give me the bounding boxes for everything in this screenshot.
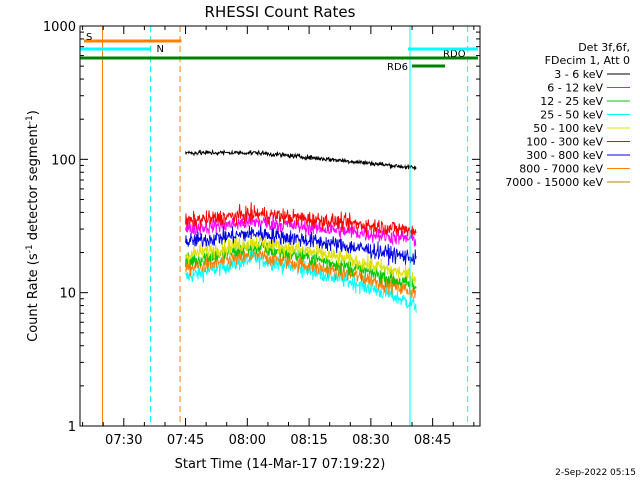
flag-label: N [157, 44, 164, 55]
plot-frame [79, 25, 481, 427]
legend-label: 50 - 100 keV [533, 122, 603, 135]
series-line [185, 236, 417, 287]
legend-label: 800 - 7000 keV [519, 163, 603, 176]
legend-label: 6 - 12 keV [547, 82, 603, 95]
legend-label: 100 - 300 keV [526, 136, 603, 149]
x-tick-label: 08:30 [352, 433, 389, 448]
flag-label: RDO [443, 49, 466, 60]
y-axis-label-sup1: -1 [25, 244, 35, 253]
axes: 07:30 07:45 08:00 08:15 08:30 08:45 1 10 100 1000 [43, 20, 480, 448]
flag-label: RD6 [387, 62, 408, 73]
series-line [185, 251, 417, 313]
y-tick-label: 100 [51, 153, 76, 168]
series-line [185, 148, 417, 171]
x-tick-label: 07:45 [167, 433, 204, 448]
y-axis-label: Count Rate (s-1 detector segment-1) [25, 110, 41, 342]
y-tick-label: 1000 [43, 20, 76, 35]
trace-layer [185, 148, 417, 313]
y-axis-label-end: ) [26, 110, 41, 115]
legend-header-line-1: Det 3f,6f, [578, 41, 630, 54]
marker-layer: S N RDO RD6 [79, 26, 478, 426]
x-tick-label: 07:30 [105, 433, 142, 448]
legend-header-line-2: FDecim 1, Att 0 [545, 54, 630, 67]
y-axis-label-main: Count Rate (s [26, 253, 41, 342]
legend-label: 25 - 50 keV [540, 109, 603, 122]
legend-label: 300 - 800 keV [526, 149, 603, 162]
series-line [185, 225, 417, 266]
legend-label: 7000 - 15000 keV [505, 176, 603, 189]
x-tick-label: 08:15 [290, 433, 327, 448]
y-tick-label: 1 [68, 420, 76, 435]
chart-title: RHESSI Count Rates [205, 3, 356, 21]
y-tick-label: 10 [59, 287, 76, 302]
x-axis-label: Start Time (14-Mar-17 07:19:22) [175, 457, 386, 472]
y-axis-label-sup2: -1 [25, 115, 35, 124]
x-tick-label: 08:00 [229, 433, 266, 448]
y-axis-label-mid: detector segment [26, 124, 41, 244]
legend-label: 3 - 6 keV [554, 68, 603, 81]
legend-label: 12 - 25 keV [540, 95, 603, 108]
x-tick-label: 08:45 [414, 433, 451, 448]
footer-timestamp: 2-Sep-2022 05:15 [555, 468, 636, 478]
series-line [185, 202, 417, 239]
series-line [185, 213, 417, 247]
flag-label: S [86, 32, 92, 43]
